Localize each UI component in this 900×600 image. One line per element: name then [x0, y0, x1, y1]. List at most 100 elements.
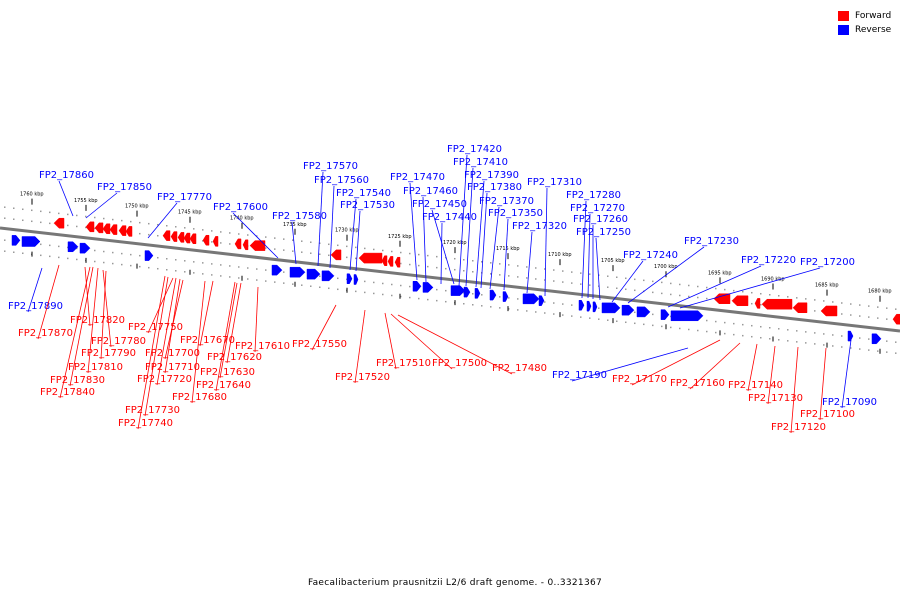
track-dot [562, 314, 564, 316]
track-dot [310, 241, 312, 243]
track-dot [814, 343, 816, 345]
track-dot [661, 325, 663, 328]
gene-arrow [502, 291, 509, 302]
track-dot [571, 271, 573, 273]
track-dot [661, 292, 663, 295]
gene-label: FP2_17720 [137, 374, 192, 385]
scale-label: 1720 kbp [443, 240, 467, 246]
track-dot [76, 247, 78, 250]
gene-label: FP2_17600 [213, 202, 268, 213]
track-dot [796, 341, 798, 343]
gene-arrow [522, 293, 540, 305]
track-dot [112, 218, 114, 221]
track-dot [364, 247, 366, 250]
scale-label: 1755 kbp [74, 198, 98, 204]
leader-line [595, 237, 601, 301]
track-dot [463, 269, 465, 272]
track-dot [22, 219, 24, 222]
gene-arrow [381, 255, 388, 266]
gene-label: FP2_17280 [566, 190, 621, 201]
track-dot [4, 239, 6, 241]
gene-arrow [586, 300, 592, 312]
leader-line [59, 266, 91, 399]
gene-arrow [621, 304, 635, 316]
track-dot [157, 267, 159, 270]
gene-arrow [792, 302, 808, 314]
track-dot [895, 341, 897, 343]
gene-arrow [162, 230, 171, 241]
track-dot [292, 283, 294, 285]
track-dot [472, 304, 474, 306]
track-dot [823, 344, 825, 346]
track-dot [211, 263, 213, 265]
leader-line [611, 260, 644, 303]
track-dot [202, 229, 204, 231]
track-dot [229, 243, 231, 245]
track-dot [382, 293, 384, 296]
track-dot [103, 217, 105, 220]
leader-line [215, 281, 236, 392]
track-dot [517, 309, 519, 311]
track-dot [895, 308, 897, 310]
track-dot [769, 327, 771, 329]
track-dot [778, 328, 780, 330]
leader-line [37, 264, 60, 340]
gene-label: FP2_17520 [335, 372, 390, 383]
track-dot [103, 250, 105, 253]
leader-line [291, 221, 297, 265]
track-dot [148, 222, 150, 225]
leader-line [475, 180, 485, 288]
gene-label: FP2_17450 [412, 199, 467, 210]
gene-arrow [212, 236, 219, 247]
track-dot [175, 226, 177, 228]
track-dot [202, 240, 204, 242]
legend-forward-label: Forward [855, 11, 892, 21]
leader-line [199, 280, 214, 347]
track-dot [4, 250, 6, 252]
leader-line [354, 309, 366, 384]
track-dot [832, 345, 834, 347]
gene-arrow [450, 285, 466, 296]
leader-line [100, 270, 107, 360]
track-dot [274, 281, 276, 283]
track-dot [805, 298, 807, 300]
gene-label: FP2_17260 [573, 214, 628, 225]
track-dot [58, 256, 60, 259]
gene-label: FP2_17130 [748, 393, 803, 404]
gene-arrow [242, 239, 249, 251]
track-dot [229, 232, 231, 234]
track-dot [4, 217, 6, 219]
leader-line [667, 265, 762, 308]
track-dot [706, 297, 708, 300]
track-dot [652, 324, 654, 327]
gene-arrow [761, 298, 793, 310]
track-dot [778, 295, 780, 297]
leader-line [144, 276, 169, 417]
gene-label: FP2_17740 [118, 418, 173, 429]
track-dot [760, 292, 762, 295]
gene-label: FP2_17710 [145, 362, 200, 373]
track-dot [841, 335, 843, 337]
track-dot [697, 329, 699, 332]
leader-line [226, 282, 242, 364]
track-dot [679, 283, 681, 286]
leader-line [390, 313, 453, 370]
track-dot [553, 269, 555, 271]
gene-label: FP2_17190 [552, 370, 607, 381]
leader-line [69, 266, 94, 387]
track-dot [67, 213, 69, 216]
track-dot [760, 325, 762, 328]
track-dot [760, 336, 762, 339]
track-dot [733, 333, 735, 336]
track-dot [238, 266, 240, 268]
track-dot [589, 273, 591, 275]
track-dot [85, 215, 87, 218]
gene-arrow [578, 300, 585, 311]
gene-arrow [144, 250, 154, 261]
gene-arrow [422, 282, 434, 293]
leader-line [587, 213, 591, 299]
track-dot [400, 295, 402, 298]
track-dot [652, 313, 654, 316]
gene-label: FP2_17830 [50, 375, 105, 386]
track-dot [139, 265, 141, 268]
